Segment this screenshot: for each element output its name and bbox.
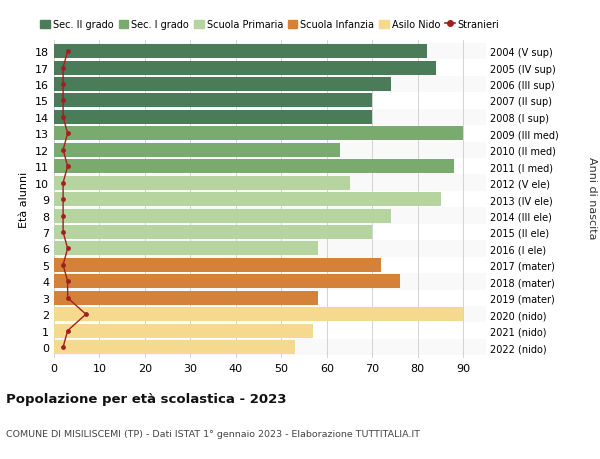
Point <box>58 229 68 236</box>
Point <box>58 213 68 220</box>
Bar <box>54 193 440 207</box>
Bar <box>54 224 486 241</box>
Bar <box>54 341 295 354</box>
Bar <box>54 323 486 339</box>
Bar <box>54 126 486 142</box>
Bar <box>54 176 350 190</box>
Bar <box>54 159 486 175</box>
Point <box>63 163 73 170</box>
Bar <box>54 208 486 224</box>
Point <box>58 262 68 269</box>
Point <box>58 114 68 121</box>
Bar <box>54 109 486 126</box>
Bar <box>54 78 391 92</box>
Point <box>81 311 91 318</box>
Bar <box>54 93 486 109</box>
Y-axis label: Età alunni: Età alunni <box>19 172 29 228</box>
Bar <box>54 258 382 272</box>
Bar <box>54 144 340 157</box>
Bar <box>54 142 486 159</box>
Bar <box>54 225 373 240</box>
Bar <box>54 308 463 321</box>
Bar <box>54 60 486 77</box>
Bar <box>54 45 427 59</box>
Bar <box>54 44 486 60</box>
Bar <box>54 339 486 356</box>
Bar <box>54 175 486 191</box>
Point <box>63 278 73 285</box>
Bar <box>54 127 463 141</box>
Bar <box>54 111 373 124</box>
Bar <box>54 77 486 93</box>
Point <box>58 196 68 203</box>
Point <box>58 81 68 89</box>
Bar <box>54 257 486 274</box>
Bar <box>54 62 436 75</box>
Bar <box>54 290 486 306</box>
Text: Anni di nascita: Anni di nascita <box>587 156 597 239</box>
Bar <box>54 274 486 290</box>
Bar <box>54 324 313 338</box>
Bar <box>54 242 318 256</box>
Point <box>58 147 68 154</box>
Bar <box>54 241 486 257</box>
Bar <box>54 275 400 289</box>
Bar <box>54 191 486 208</box>
Point <box>58 97 68 105</box>
Bar <box>54 306 486 323</box>
Point <box>58 65 68 72</box>
Text: COMUNE DI MISILISCEMI (TP) - Dati ISTAT 1° gennaio 2023 - Elaborazione TUTTITALI: COMUNE DI MISILISCEMI (TP) - Dati ISTAT … <box>6 429 420 438</box>
Point <box>63 130 73 138</box>
Text: Popolazione per età scolastica - 2023: Popolazione per età scolastica - 2023 <box>6 392 287 405</box>
Bar <box>54 209 391 223</box>
Point <box>63 295 73 302</box>
Point <box>63 245 73 252</box>
Point <box>58 344 68 351</box>
Bar <box>54 160 454 174</box>
Point <box>63 327 73 335</box>
Point <box>58 179 68 187</box>
Legend: Sec. II grado, Sec. I grado, Scuola Primaria, Scuola Infanzia, Asilo Nido, Stran: Sec. II grado, Sec. I grado, Scuola Prim… <box>40 20 500 30</box>
Point <box>63 48 73 56</box>
Bar <box>54 94 373 108</box>
Bar <box>54 291 318 305</box>
